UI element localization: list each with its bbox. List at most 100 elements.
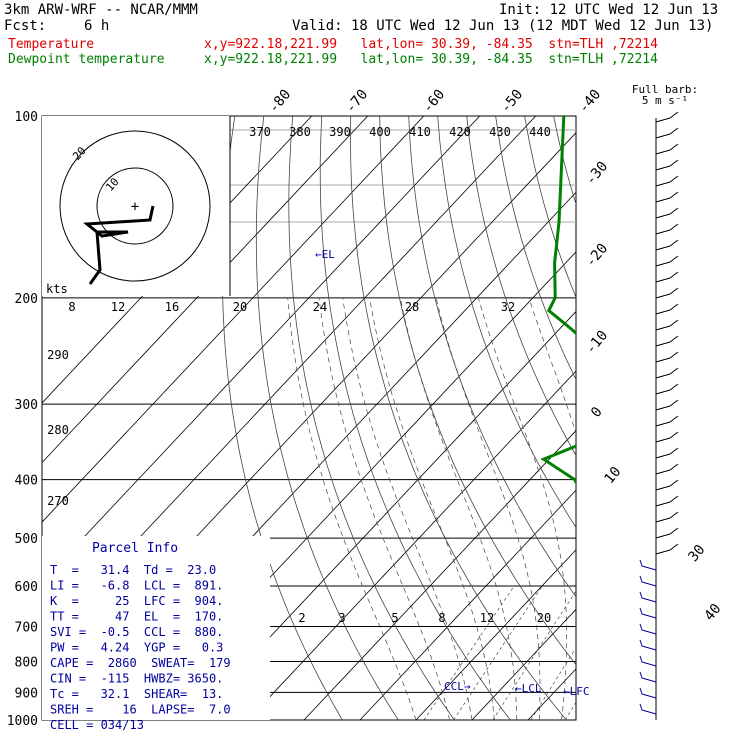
dry-adiabat-line bbox=[349, 116, 567, 720]
moist-adiabat-line bbox=[435, 297, 541, 720]
moist-adiabat-line bbox=[477, 297, 567, 720]
wind-barb bbox=[641, 613, 657, 619]
dry-adiabat-line bbox=[466, 116, 576, 457]
moist-adiabat-line bbox=[342, 297, 473, 720]
mixing-ratio-line bbox=[610, 586, 690, 720]
mixing-ratio-label: 16 bbox=[165, 300, 179, 314]
wind-barb bbox=[655, 389, 671, 395]
wind-barb bbox=[655, 197, 671, 203]
fcst-label: Fcst: bbox=[4, 18, 47, 34]
theta-e-label: 400 bbox=[369, 125, 391, 139]
wind-barb bbox=[655, 549, 671, 555]
wind-barb bbox=[669, 159, 679, 167]
wind-barb bbox=[641, 645, 657, 651]
isotherm-line bbox=[191, 310, 576, 720]
dry-adiabat-label: 270 bbox=[47, 494, 69, 508]
lcl-level-label: ←LCL bbox=[515, 682, 542, 695]
wind-barb bbox=[669, 335, 679, 343]
wind-barb bbox=[655, 469, 671, 475]
wind-barb bbox=[669, 303, 679, 311]
parcel-info-row: TT = 47 EL = 170. bbox=[50, 610, 223, 624]
wind-barb bbox=[655, 533, 671, 539]
parcel-info-row: K = 25 LFC = 904. bbox=[50, 594, 223, 608]
wind-barb bbox=[655, 453, 671, 459]
isotherm-label: -20 bbox=[583, 241, 612, 271]
mixing-ratio-label: 12 bbox=[111, 300, 125, 314]
wind-barb bbox=[641, 677, 657, 683]
theta-e-label: 410 bbox=[409, 125, 431, 139]
lfc-level-label: ←LFC bbox=[563, 685, 590, 698]
hodograph-center-mark: + bbox=[131, 199, 139, 215]
mixing-ratio-label: 20 bbox=[233, 300, 247, 314]
parcel-info-row: T = 31.4 Td = 23.0 bbox=[50, 563, 216, 577]
init-time: Init: 12 UTC Wed 12 Jun 13 bbox=[499, 2, 719, 18]
hodograph-ring-inner bbox=[96, 167, 174, 245]
mixing-ratio-label: 5 bbox=[391, 611, 398, 625]
parcel-info-title: Parcel Info bbox=[92, 541, 178, 556]
isotherm-label: 30 bbox=[685, 542, 708, 565]
wind-barb bbox=[639, 687, 643, 695]
wind-barb bbox=[655, 261, 671, 267]
wind-barb bbox=[655, 277, 671, 283]
wind-barb bbox=[669, 399, 679, 407]
wind-barb bbox=[669, 223, 679, 231]
parcel-info-row: SVI = -0.5 CCL = 880. bbox=[50, 625, 223, 639]
isotherm-label: -50 bbox=[498, 87, 527, 117]
moist-adiabat-line bbox=[369, 297, 495, 720]
wind-barb bbox=[669, 127, 679, 135]
temperature-location: x,y=922.18,221.99 lat,lon= 30.39, -84.35… bbox=[204, 37, 658, 52]
wind-barb bbox=[655, 213, 671, 219]
mixing-ratio-line bbox=[492, 590, 576, 720]
isotherm-line bbox=[303, 430, 576, 720]
wind-barb bbox=[669, 511, 679, 519]
dry-adiabat-line bbox=[699, 116, 740, 733]
dry-adiabat-line bbox=[612, 116, 740, 733]
wind-barb bbox=[669, 239, 679, 247]
wind-barb bbox=[655, 357, 671, 363]
pressure-tick-label: 600 bbox=[15, 580, 38, 595]
theta-e-label: 430 bbox=[489, 125, 511, 139]
wind-barb bbox=[655, 517, 671, 523]
temperature-profile-line bbox=[607, 116, 698, 720]
mixing-ratio-label: 24 bbox=[313, 300, 327, 314]
parcel-info-row: CIN = -115 HWBZ= 3650. bbox=[50, 672, 223, 686]
wind-barb bbox=[655, 293, 671, 299]
pressure-tick-label: 900 bbox=[15, 686, 38, 701]
wind-barb bbox=[669, 479, 679, 487]
wind-barb bbox=[655, 229, 671, 235]
wind-barb bbox=[641, 693, 657, 699]
parcel-info-row: CELL = 034/13 bbox=[50, 718, 144, 732]
pressure-tick-label: 500 bbox=[15, 532, 38, 547]
dry-adiabat-label: 290 bbox=[47, 348, 69, 362]
wind-barb bbox=[669, 255, 679, 263]
parcel-info-row: Tc = 32.1 SHEAR= 13. bbox=[50, 687, 223, 701]
mixing-ratio-label: 8 bbox=[438, 611, 445, 625]
isotherm-label: -60 bbox=[420, 87, 449, 117]
isotherm-line bbox=[42, 116, 481, 583]
wind-barb bbox=[669, 319, 679, 327]
pressure-tick-label: 100 bbox=[15, 110, 38, 125]
isotherm-label: 40 bbox=[701, 601, 724, 624]
model-title: 3km ARW-WRF -- NCAR/MMM bbox=[4, 2, 198, 18]
isotherm-line bbox=[42, 116, 425, 523]
moist-adiabat-line bbox=[651, 298, 732, 720]
isotherm-line bbox=[415, 549, 576, 720]
pressure-tick-label: 200 bbox=[15, 292, 38, 307]
isotherm-label: -70 bbox=[343, 87, 372, 117]
wind-barb bbox=[669, 207, 679, 215]
wind-barb bbox=[669, 415, 679, 423]
isotherm-label: -30 bbox=[583, 159, 612, 189]
dry-adiabat-line bbox=[288, 116, 455, 720]
wind-barb bbox=[639, 575, 643, 583]
valid-time: Valid: 18 UTC Wed 12 Jun 13 (12 MDT Wed … bbox=[292, 18, 714, 34]
wind-barb bbox=[669, 287, 679, 295]
wind-barb bbox=[639, 623, 643, 631]
dry-adiabat-label: 280 bbox=[47, 423, 69, 437]
wind-barb bbox=[669, 463, 679, 471]
theta-e-label: 380 bbox=[289, 125, 311, 139]
moist-adiabat-line bbox=[287, 297, 417, 720]
ccl-level-label: CCL→ bbox=[444, 680, 471, 693]
mixing-ratio-label: 32 bbox=[501, 300, 515, 314]
isotherm-line bbox=[584, 116, 740, 720]
dry-adiabat-line bbox=[319, 116, 511, 720]
